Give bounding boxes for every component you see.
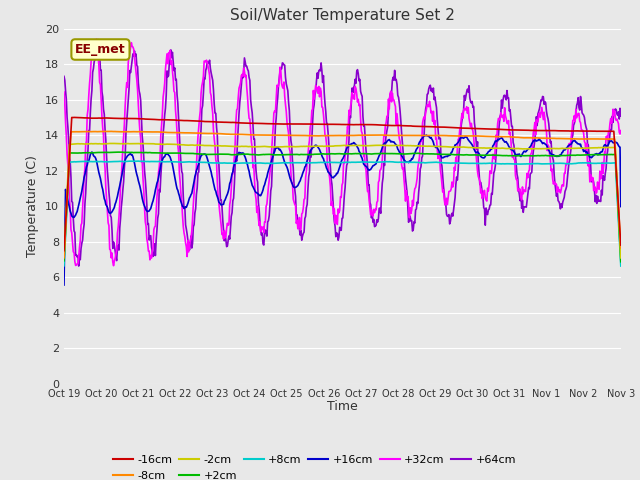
-16cm <box>185 118 193 123</box>
+2cm <box>617 259 625 264</box>
Line: +2cm: +2cm <box>64 152 621 262</box>
+8cm <box>185 159 193 165</box>
Line: +8cm: +8cm <box>64 161 621 266</box>
+16cm <box>214 193 221 199</box>
Line: -2cm: -2cm <box>64 144 621 258</box>
+32cm <box>617 128 625 133</box>
-2cm <box>109 141 117 146</box>
+16cm <box>428 134 435 140</box>
Y-axis label: Temperature (C): Temperature (C) <box>26 156 40 257</box>
-16cm <box>214 119 222 125</box>
+32cm <box>93 36 100 42</box>
+64cm <box>186 247 193 253</box>
+16cm <box>184 200 192 206</box>
Line: +16cm: +16cm <box>64 135 621 285</box>
-16cm <box>128 116 136 121</box>
+32cm <box>215 200 223 206</box>
+8cm <box>428 159 435 165</box>
+32cm <box>109 263 117 269</box>
-2cm <box>70 141 78 147</box>
-16cm <box>70 115 78 120</box>
+8cm <box>60 263 68 269</box>
-16cm <box>71 115 79 120</box>
+8cm <box>134 158 142 164</box>
-2cm <box>185 143 193 148</box>
-16cm <box>411 123 419 129</box>
+64cm <box>412 207 419 213</box>
+32cm <box>186 243 193 249</box>
+64cm <box>215 161 223 167</box>
X-axis label: Time: Time <box>327 400 358 413</box>
+8cm <box>127 158 135 164</box>
+2cm <box>214 151 222 157</box>
Title: Soil/Water Temperature Set 2: Soil/Water Temperature Set 2 <box>230 9 455 24</box>
+32cm <box>129 44 137 50</box>
+16cm <box>70 215 78 220</box>
-16cm <box>60 248 68 253</box>
+8cm <box>70 159 78 165</box>
Line: -8cm: -8cm <box>64 132 621 258</box>
Legend: -16cm, -8cm, -2cm, +2cm, +8cm, +16cm, +32cm, +64cm: -16cm, -8cm, -2cm, +2cm, +8cm, +16cm, +3… <box>108 451 521 480</box>
+16cm <box>617 204 625 209</box>
+16cm <box>60 282 68 288</box>
-16cm <box>617 242 625 248</box>
-8cm <box>411 132 419 138</box>
-16cm <box>428 124 435 130</box>
+32cm <box>70 250 78 256</box>
-2cm <box>60 253 68 259</box>
Line: +64cm: +64cm <box>64 39 621 266</box>
+64cm <box>75 263 83 269</box>
Text: EE_met: EE_met <box>75 43 126 56</box>
+32cm <box>60 89 68 95</box>
+2cm <box>70 150 78 156</box>
Line: +32cm: +32cm <box>64 39 621 266</box>
Line: -16cm: -16cm <box>64 118 621 251</box>
+2cm <box>113 149 121 155</box>
-8cm <box>104 129 111 134</box>
+32cm <box>412 185 419 191</box>
+64cm <box>428 85 436 91</box>
-8cm <box>617 245 625 251</box>
-8cm <box>185 130 193 136</box>
-2cm <box>411 143 419 149</box>
+32cm <box>428 108 436 114</box>
+2cm <box>185 151 193 156</box>
+64cm <box>70 228 78 234</box>
-8cm <box>60 255 68 261</box>
-2cm <box>128 141 136 146</box>
-2cm <box>214 143 222 149</box>
+8cm <box>617 263 625 269</box>
+8cm <box>214 160 222 166</box>
+64cm <box>60 73 68 79</box>
+16cm <box>127 152 135 158</box>
+2cm <box>411 151 419 156</box>
+64cm <box>617 113 625 119</box>
+2cm <box>128 150 136 156</box>
-8cm <box>428 132 435 138</box>
+16cm <box>410 152 418 157</box>
-2cm <box>428 144 435 149</box>
+8cm <box>411 159 419 165</box>
+16cm <box>422 132 430 138</box>
+64cm <box>129 51 137 57</box>
-8cm <box>70 129 78 135</box>
-2cm <box>617 255 625 261</box>
+2cm <box>428 151 435 156</box>
-8cm <box>128 129 136 134</box>
+2cm <box>60 258 68 264</box>
-8cm <box>214 131 222 136</box>
+64cm <box>94 36 102 42</box>
